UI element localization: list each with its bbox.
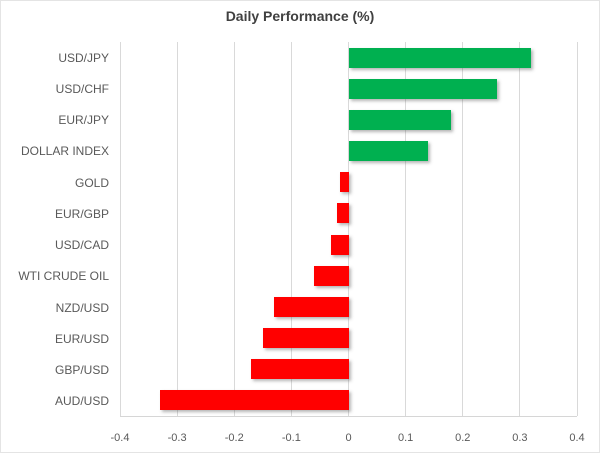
category-label-nzd-usd: NZD/USD [55, 300, 109, 315]
bar-row-dollar-index [120, 136, 577, 167]
category-label-gold: GOLD [74, 175, 109, 190]
category-label-dollar-index: DOLLAR INDEX [20, 144, 109, 159]
value-axis: -0.4 -0.3 -0.2 -0.1 0 0.1 0.2 0.3 0.4 [111, 432, 585, 448]
bar-dollar-index [348, 141, 429, 162]
bar-usd-cad [331, 234, 349, 255]
bar-rows [120, 42, 577, 416]
category-label-usd-cad: USD/CAD [54, 238, 109, 253]
category-label-usd-chf: USD/CHF [55, 81, 109, 96]
x-tick-label-0.4: 0.4 [569, 432, 585, 444]
bar-row-eur-jpy [120, 104, 577, 135]
x-tick-label-0.2: 0.2 [455, 432, 471, 444]
bar-row-eur-gbp [120, 198, 577, 229]
category-label-usd-jpy: USD/JPY [58, 50, 109, 65]
bar-row-gold [120, 167, 577, 198]
x-tick-label-0: 0 [345, 432, 352, 444]
category-label-eur-gbp: EUR/GBP [54, 206, 109, 221]
bar-row-usd-chf [120, 73, 577, 104]
bar-gold [339, 172, 349, 193]
gridline-0.3 [519, 42, 521, 416]
bar-aud-usd [160, 390, 349, 411]
bar-row-usd-jpy [120, 42, 577, 73]
bar-gbp-usd [251, 359, 349, 380]
gridline--0.4 [119, 42, 121, 416]
bar-eur-jpy [348, 109, 452, 130]
gridline-0.2 [462, 42, 464, 416]
bar-row-gbp-usd [120, 354, 577, 385]
category-label-gbp-usd: GBP/USD [54, 363, 109, 378]
gridline--0.1 [290, 42, 292, 416]
gridline--0.3 [176, 42, 178, 416]
x-tick-label-0.1: 0.1 [397, 432, 414, 444]
x-tick-label-0.3: 0.3 [512, 432, 528, 444]
bar-eur-usd [262, 328, 349, 349]
gridline--0.2 [233, 42, 235, 416]
bar-row-aud-usd [120, 385, 577, 416]
x-tick-label--0.2: -0.2 [224, 432, 244, 444]
chart-title: Daily Performance (%) [225, 8, 375, 24]
x-tick-label--0.4: -0.4 [110, 432, 130, 444]
bar-eur-gbp [337, 203, 349, 224]
bar-nzd-usd [274, 296, 349, 317]
x-tick-label--0.3: -0.3 [167, 432, 187, 444]
category-label-wti-crude-oil: WTI CRUDE OIL [18, 269, 109, 284]
bar-row-usd-cad [120, 229, 577, 260]
bar-row-wti-crude-oil [120, 260, 577, 291]
bar-row-eur-usd [120, 323, 577, 354]
category-label-eur-jpy: EUR/JPY [58, 113, 109, 128]
gridline-0.4 [576, 42, 578, 416]
category-label-eur-usd: EUR/USD [54, 331, 109, 346]
bar-wti-crude-oil [314, 265, 349, 286]
gridline-0.1 [405, 42, 407, 416]
bar-usd-jpy [348, 47, 532, 68]
plot-area [119, 42, 578, 417]
bar-usd-chf [348, 78, 498, 99]
x-tick-label--0.1: -0.1 [281, 432, 301, 444]
bar-row-nzd-usd [120, 291, 577, 322]
category-axis: USD/JPY USD/CHF EUR/JPY DOLLAR INDEX GOLD EUR… [1, 42, 109, 417]
gridline-0 [348, 42, 349, 416]
category-label-aud-usd: AUD/USD [54, 394, 109, 409]
